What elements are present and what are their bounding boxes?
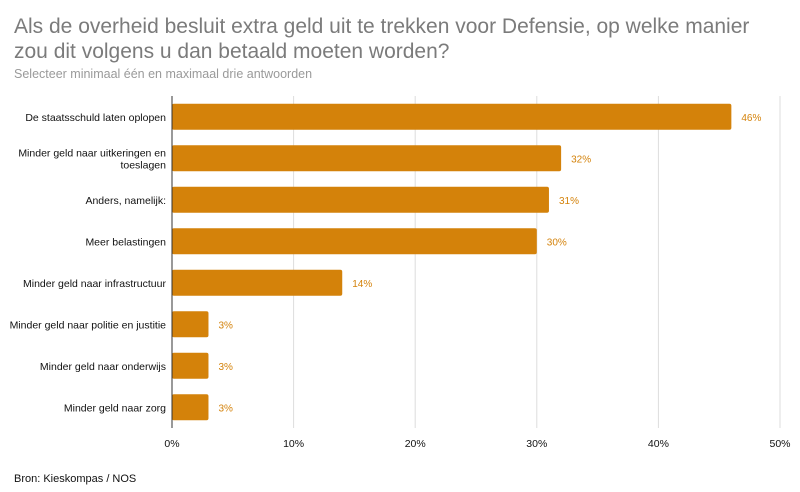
data-label: 46%: [741, 113, 761, 124]
bar: [172, 311, 209, 338]
bar: [172, 394, 209, 421]
data-label: 32%: [571, 154, 591, 165]
category-label: Minder geld naar onderwijs: [40, 361, 166, 373]
bar: [172, 269, 343, 296]
category-label: Minder geld naar uitkeringen en toeslagen: [18, 147, 166, 171]
category-label: Anders, namelijk:: [85, 195, 166, 207]
category-label: Minder geld naar politie en justitie: [10, 319, 167, 331]
x-tick-label: 40%: [648, 438, 669, 450]
x-tick-label: 30%: [526, 438, 547, 450]
bar: [172, 186, 549, 213]
data-label: 30%: [547, 237, 567, 248]
bar: [172, 228, 537, 255]
data-label: 3%: [218, 320, 233, 331]
data-label: 3%: [218, 403, 233, 414]
x-tick-label: 50%: [769, 438, 790, 450]
bar: [172, 352, 209, 379]
x-tick-label: 20%: [405, 438, 426, 450]
data-label: 31%: [559, 196, 579, 207]
category-label: Minder geld naar zorg: [64, 402, 166, 414]
chart-title: Als de overheid besluit extra geld uit t…: [14, 15, 750, 63]
bar: [172, 145, 562, 172]
data-label: 3%: [218, 362, 233, 373]
category-label: Minder geld naar infrastructuur: [23, 278, 166, 290]
chart-subtitle: Selecteer minimaal één en maximaal drie …: [14, 67, 313, 81]
x-tick-label: 10%: [283, 438, 304, 450]
x-tick-label: 0%: [164, 438, 179, 450]
category-label: De staatsschuld laten oplopen: [25, 112, 166, 124]
bar: [172, 103, 732, 130]
category-label: Meer belastingen: [85, 236, 166, 248]
source-note: Bron: Kieskompas / NOS: [14, 473, 137, 485]
data-label: 14%: [352, 279, 372, 290]
